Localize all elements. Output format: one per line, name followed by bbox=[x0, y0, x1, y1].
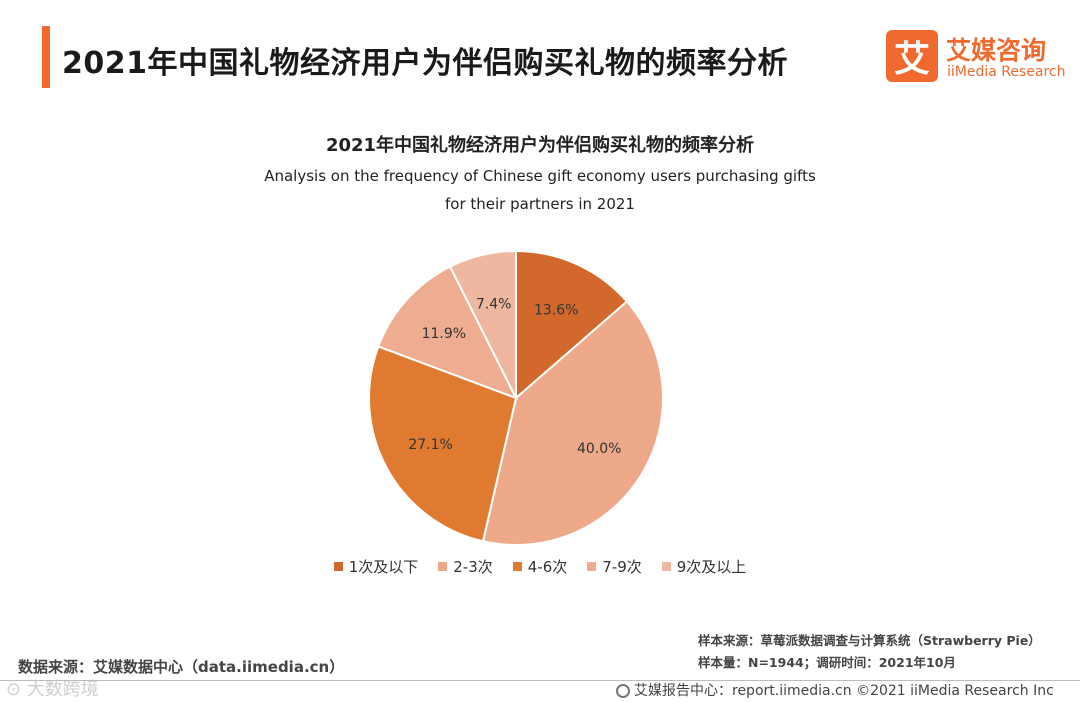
logo-mark: 艾 bbox=[886, 30, 938, 82]
legend-swatch-3 bbox=[512, 562, 522, 571]
pie-slice-label-3: 27.1% bbox=[408, 437, 452, 453]
pie-slice-label-5: 7.4% bbox=[476, 297, 512, 313]
legend-swatch-5 bbox=[661, 562, 671, 571]
footer-divider bbox=[0, 680, 1080, 681]
pie-slice-2 bbox=[481, 300, 664, 546]
chart-subtitle: Analysis on the frequency of Chinese gif… bbox=[0, 162, 1080, 218]
legend-label-2: 2-3次 bbox=[453, 558, 493, 576]
legend-item-5: 9次及以上 bbox=[661, 556, 747, 577]
title-accent-bar bbox=[42, 26, 50, 88]
sample-source: 样本来源：草莓派数据调查与计算系统（Strawberry Pie） bbox=[698, 633, 1041, 648]
pie-slice-1 bbox=[515, 249, 629, 401]
pie-slice-5 bbox=[448, 249, 517, 399]
pie-slice-label-1: 13.6% bbox=[534, 303, 578, 319]
legend-item-1: 1次及以下 bbox=[333, 556, 419, 577]
report-center-icon bbox=[616, 684, 630, 698]
pie-slice-label-2: 40.0% bbox=[577, 441, 621, 457]
pie-slice-label-4: 11.9% bbox=[422, 326, 466, 342]
legend-item-2: 2-3次 bbox=[438, 556, 493, 577]
legend-label-4: 7-9次 bbox=[602, 558, 642, 576]
pie-slice-4 bbox=[377, 265, 519, 400]
pie-slice-3 bbox=[368, 345, 518, 543]
logo-name-en: iiMedia Research bbox=[947, 64, 1066, 80]
chart-legend: 1次及以下 2-3次 4-6次 7-9次 9次及以上 bbox=[0, 556, 1080, 577]
data-source: 数据来源：艾媒数据中心（data.iimedia.cn） bbox=[18, 658, 345, 676]
iimedia-logo: 艾 艾媒咨询 iiMedia Research bbox=[886, 30, 1066, 84]
legend-label-1: 1次及以下 bbox=[348, 558, 419, 576]
page-title: 2021年中国礼物经济用户为伴侣购买礼物的频率分析 bbox=[62, 46, 788, 81]
legend-item-3: 4-6次 bbox=[512, 556, 568, 577]
legend-swatch-1 bbox=[333, 562, 343, 571]
legend-label-5: 9次及以上 bbox=[676, 558, 747, 576]
legend-swatch-2 bbox=[438, 562, 448, 571]
sample-info: 样本来源：草莓派数据调查与计算系统（Strawberry Pie） 样本量：N=… bbox=[698, 630, 1041, 674]
legend-label-3: 4-6次 bbox=[527, 558, 568, 576]
logo-name-cn: 艾媒咨询 bbox=[946, 36, 1047, 65]
legend-swatch-4 bbox=[587, 562, 597, 571]
chart-title: 2021年中国礼物经济用户为伴侣购买礼物的频率分析 bbox=[325, 135, 755, 156]
sample-size: 样本量：N=1944；调研时间：2021年10月 bbox=[698, 655, 956, 670]
footer: 艾媒报告中心：report.iimedia.cn ©2021 iiMedia R… bbox=[616, 680, 1054, 702]
chart-subtitle-line1: Analysis on the frequency of Chinese gif… bbox=[264, 167, 816, 185]
watermark-text: ⊙ 大数跨境 bbox=[6, 679, 99, 700]
chart-subtitle-line2: for their partners in 2021 bbox=[445, 195, 635, 213]
footer-text: 艾媒报告中心：report.iimedia.cn ©2021 iiMedia R… bbox=[634, 683, 1054, 699]
legend-item-4: 7-9次 bbox=[587, 556, 642, 577]
